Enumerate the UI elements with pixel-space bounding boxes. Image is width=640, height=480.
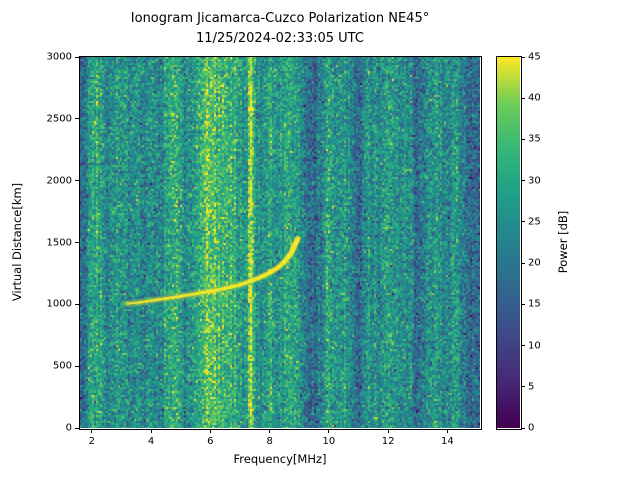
y-tick-mark [75, 56, 79, 58]
colorbar-tick-label: 25 [528, 216, 541, 228]
x-tick-mark [387, 429, 389, 433]
colorbar-gradient [497, 57, 520, 428]
x-tick-label: 14 [441, 436, 454, 447]
chart-title: Ionogram Jicamarca-Cuzco Polarization NE… [130, 11, 430, 26]
colorbar-tick-mark [521, 427, 525, 429]
x-tick-mark [91, 429, 93, 433]
colorbar-tick-label: 20 [528, 257, 541, 269]
y-tick-label: 500 [52, 360, 72, 372]
colorbar-tick-label: 35 [528, 133, 541, 145]
x-tick-label: 8 [266, 436, 273, 447]
y-tick-mark [75, 180, 79, 182]
y-tick-mark [75, 427, 79, 429]
y-tick-mark [75, 242, 79, 243]
x-axis-label: Frequency[MHz] [233, 452, 327, 466]
y-tick-label: 0 [65, 422, 72, 434]
y-tick-mark [75, 118, 79, 120]
colorbar-tick-mark [521, 97, 525, 99]
y-axis-label: Virtual Distance[km] [10, 182, 24, 302]
heatmap-canvas [80, 57, 480, 428]
x-tick-mark [209, 429, 211, 433]
title-block: Ionogram Jicamarca-Cuzco Polarization NE… [80, 9, 480, 49]
x-tick-label: 2 [88, 436, 96, 447]
colorbar-tick-label: 15 [528, 298, 541, 310]
colorbar-tick-mark [521, 386, 525, 388]
x-tick-label: 4 [147, 436, 155, 447]
colorbar-tick-mark [521, 56, 525, 58]
colorbar-tick-mark [521, 221, 525, 223]
y-tick-label: 1500 [46, 237, 72, 248]
colorbar-tick-mark [521, 180, 525, 182]
colorbar-tick-label: 40 [528, 92, 541, 104]
y-tick-label: 1000 [46, 298, 72, 310]
colorbar-tick-label: 45 [528, 51, 541, 63]
y-tick-label: 2500 [46, 113, 72, 125]
colorbar-tick-mark [521, 262, 525, 264]
colorbar-tick-label: 10 [528, 340, 541, 352]
y-tick-mark [75, 365, 79, 367]
colorbar-tick-mark [521, 138, 525, 140]
colorbar-tick-mark [521, 303, 525, 305]
colorbar-label: Power [dB] [556, 210, 570, 274]
y-tick-mark [75, 303, 79, 305]
colorbar-tick-label: 30 [528, 175, 541, 187]
x-tick-mark [328, 429, 330, 433]
x-tick-mark [446, 429, 448, 433]
x-tick-label: 10 [322, 436, 336, 447]
x-tick-label: 6 [207, 436, 214, 447]
x-tick-mark [269, 429, 271, 433]
colorbar-tick-label: 5 [528, 381, 535, 393]
colorbar-tick-label: 0 [528, 422, 535, 434]
y-tick-label: 2000 [46, 175, 72, 187]
colorbar-tick-mark [521, 345, 525, 347]
chart-subtitle: 11/25/2024-02:33:05 UTC [196, 31, 364, 46]
y-tick-label: 3000 [46, 51, 72, 63]
x-tick-label: 12 [381, 436, 395, 447]
x-tick-mark [150, 429, 152, 433]
